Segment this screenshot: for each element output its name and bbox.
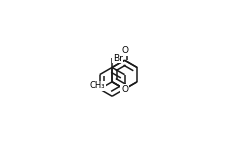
Text: Br: Br [113, 54, 123, 63]
Text: O: O [121, 85, 128, 94]
Text: O: O [121, 46, 128, 55]
Text: CH₃: CH₃ [89, 81, 105, 90]
